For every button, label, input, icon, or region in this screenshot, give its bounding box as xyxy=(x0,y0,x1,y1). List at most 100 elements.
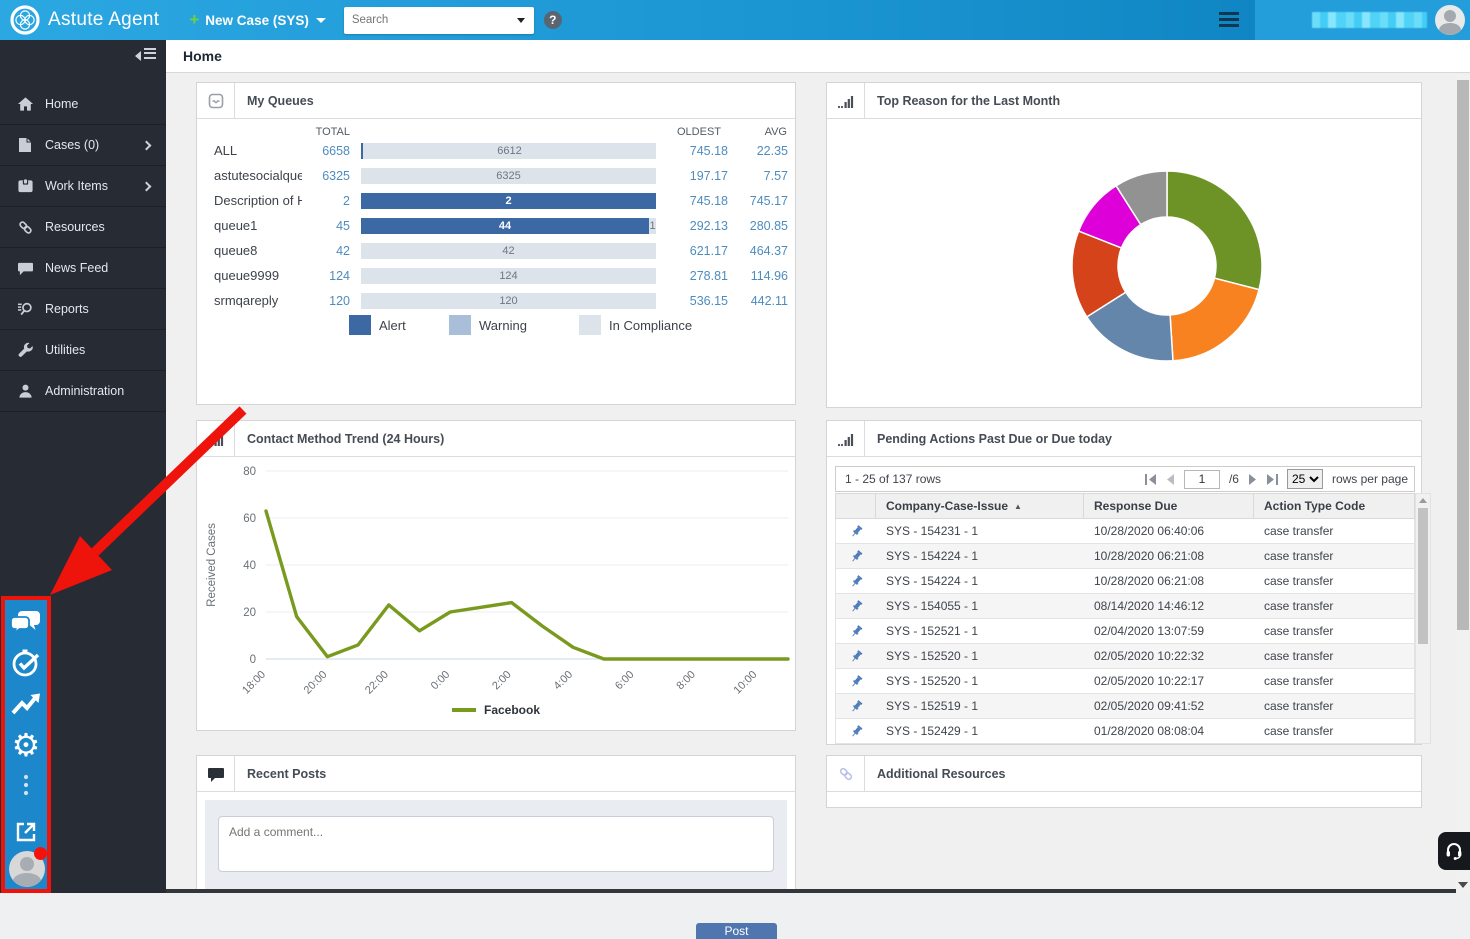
sidebar-item-administration[interactable]: Administration xyxy=(0,371,166,412)
column-header-case[interactable]: Company-Case-Issue ▲ xyxy=(876,494,1084,518)
queue-row[interactable]: queue9999124124278.81114.96 xyxy=(197,263,795,288)
queue-row[interactable]: astutesocialque...63256325197.177.57 xyxy=(197,163,795,188)
queue-row[interactable]: queue84242621.17464.37 xyxy=(197,238,795,263)
trending-up-icon[interactable] xyxy=(4,692,48,716)
column-header-due[interactable]: Response Due xyxy=(1084,494,1254,518)
queue-row[interactable]: queue145441292.13280.85 xyxy=(197,213,795,238)
sidebar-item-work-items[interactable]: Work Items xyxy=(0,166,166,207)
queue-row[interactable]: Description of H...22745.18745.17 xyxy=(197,188,795,213)
sidebar-item-home[interactable]: Home xyxy=(0,84,166,125)
prev-page-icon[interactable] xyxy=(1166,474,1175,485)
table-row[interactable]: SYS - 152520 - 102/05/2020 10:22:32case … xyxy=(835,644,1415,669)
pin-icon[interactable] xyxy=(836,669,876,693)
queue-bar-segment-compliance: 6612 xyxy=(363,143,656,159)
support-headset-button[interactable] xyxy=(1438,832,1470,870)
pin-icon[interactable] xyxy=(836,644,876,668)
cell-response-due: 08/14/2020 14:46:12 xyxy=(1084,594,1254,618)
sidebar-item-news-feed[interactable]: News Feed xyxy=(0,248,166,289)
search-dropdown-caret-icon[interactable] xyxy=(517,18,525,23)
pin-icon[interactable] xyxy=(836,519,876,543)
x-tick-label: 8:00 xyxy=(674,669,698,693)
queue-name[interactable]: Description of H... xyxy=(214,193,302,208)
open-external-icon[interactable] xyxy=(4,820,48,844)
cell-company-case-issue[interactable]: SYS - 152519 - 1 xyxy=(876,694,1084,718)
sidebar-item-reports[interactable]: Reports xyxy=(0,289,166,330)
contact-trend-line-chart: 02040608018:0020:0022:000:002:004:006:00… xyxy=(197,461,795,701)
y-tick-label: 0 xyxy=(250,654,256,666)
cell-company-case-issue[interactable]: SYS - 152429 - 1 xyxy=(876,719,1084,743)
cell-company-case-issue[interactable]: SYS - 152520 - 1 xyxy=(876,669,1084,693)
scroll-down-icon[interactable] xyxy=(1458,882,1468,888)
user-avatar[interactable] xyxy=(1435,5,1465,35)
new-case-button[interactable]: + New Case (SYS) xyxy=(189,10,325,30)
page-scrollbar-thumb[interactable] xyxy=(1457,80,1469,630)
x-tick-label: 4:00 xyxy=(552,669,576,693)
queue-bar-segment-compliance: 120 xyxy=(361,293,656,309)
pin-icon[interactable] xyxy=(836,694,876,718)
more-options-icon[interactable] xyxy=(4,774,48,798)
sidebar-item-resources[interactable]: Resources xyxy=(0,207,166,248)
panel-title: My Queues xyxy=(235,83,314,118)
sidebar-collapse-button[interactable] xyxy=(0,40,166,84)
cell-company-case-issue[interactable]: SYS - 154224 - 1 xyxy=(876,569,1084,593)
sidebar-item-label: Utilities xyxy=(45,343,85,357)
table-row[interactable]: SYS - 154224 - 110/28/2020 06:21:08case … xyxy=(835,569,1415,594)
page-number-input[interactable] xyxy=(1184,470,1220,489)
cell-company-case-issue[interactable]: SYS - 152521 - 1 xyxy=(876,619,1084,643)
table-row[interactable]: SYS - 152429 - 101/28/2020 08:08:04case … xyxy=(835,719,1415,744)
next-page-icon[interactable] xyxy=(1248,474,1257,485)
scroll-up-icon[interactable] xyxy=(1419,498,1427,503)
comment-input[interactable] xyxy=(218,816,774,872)
table-row[interactable]: SYS - 154055 - 108/14/2020 14:46:12case … xyxy=(835,594,1415,619)
reports-icon xyxy=(14,301,36,317)
home-icon xyxy=(14,96,36,112)
table-row[interactable]: SYS - 154231 - 110/28/2020 06:40:06case … xyxy=(835,519,1415,544)
link-icon xyxy=(827,756,865,791)
table-row[interactable]: SYS - 152521 - 102/04/2020 13:07:59case … xyxy=(835,619,1415,644)
pin-icon[interactable] xyxy=(836,719,876,743)
queue-name[interactable]: astutesocialque... xyxy=(214,168,302,183)
y-tick-label: 20 xyxy=(243,607,256,619)
sidebar-item-utilities[interactable]: Utilities xyxy=(0,330,166,371)
table-row[interactable]: SYS - 152519 - 102/05/2020 09:41:52case … xyxy=(835,694,1415,719)
queue-name[interactable]: ALL xyxy=(214,143,302,158)
table-row[interactable]: SYS - 154224 - 110/28/2020 06:21:08case … xyxy=(835,544,1415,569)
first-page-icon[interactable] xyxy=(1145,474,1157,485)
queue-row[interactable]: ALL66586612745.1822.35 xyxy=(197,138,795,163)
gear-icon[interactable]: ⚙ xyxy=(4,729,48,761)
pin-icon[interactable] xyxy=(836,594,876,618)
table-row[interactable]: SYS - 152520 - 102/05/2020 10:22:17case … xyxy=(835,669,1415,694)
help-button[interactable]: ? xyxy=(544,11,562,29)
queue-name[interactable]: srmqareply xyxy=(214,293,302,308)
cell-company-case-issue[interactable]: SYS - 154055 - 1 xyxy=(876,594,1084,618)
facebook-series-line xyxy=(266,511,788,659)
search-input[interactable] xyxy=(344,14,517,26)
pending-actions-table: Company-Case-Issue ▲ Response Due Action… xyxy=(835,493,1415,744)
queue-row[interactable]: srmqareply120120536.15442.11 xyxy=(197,288,795,313)
chat-bubbles-icon[interactable] xyxy=(4,609,48,637)
queue-name[interactable]: queue9999 xyxy=(214,268,302,283)
queue-name[interactable]: queue8 xyxy=(214,243,302,258)
sidebar-item-cases-0[interactable]: Cases (0) xyxy=(0,125,166,166)
page-scrollbar[interactable] xyxy=(1456,75,1470,893)
pin-icon[interactable] xyxy=(836,619,876,643)
sidebar-item-label: News Feed xyxy=(45,261,108,275)
queue-name[interactable]: queue1 xyxy=(214,218,302,233)
cell-company-case-issue[interactable]: SYS - 152520 - 1 xyxy=(876,644,1084,668)
work-items-icon xyxy=(14,178,36,194)
menu-hamburger-icon[interactable] xyxy=(1219,12,1239,30)
table-scrollbar[interactable] xyxy=(1415,493,1431,744)
search-combobox[interactable] xyxy=(344,7,534,34)
last-page-icon[interactable] xyxy=(1266,474,1278,485)
cell-company-case-issue[interactable]: SYS - 154231 - 1 xyxy=(876,519,1084,543)
rows-per-page-select[interactable]: 25 xyxy=(1287,469,1323,489)
column-header-action[interactable]: Action Type Code xyxy=(1254,494,1400,518)
cell-company-case-issue[interactable]: SYS - 154224 - 1 xyxy=(876,544,1084,568)
queue-bar-segment-compliance: 124 xyxy=(361,268,656,284)
timer-check-icon[interactable] xyxy=(4,648,48,678)
table-scrollbar-thumb[interactable] xyxy=(1418,508,1428,644)
post-button[interactable]: Post xyxy=(696,923,777,939)
pin-icon[interactable] xyxy=(836,544,876,568)
pin-icon[interactable] xyxy=(836,569,876,593)
queue-avg: 22.35 xyxy=(736,144,788,158)
